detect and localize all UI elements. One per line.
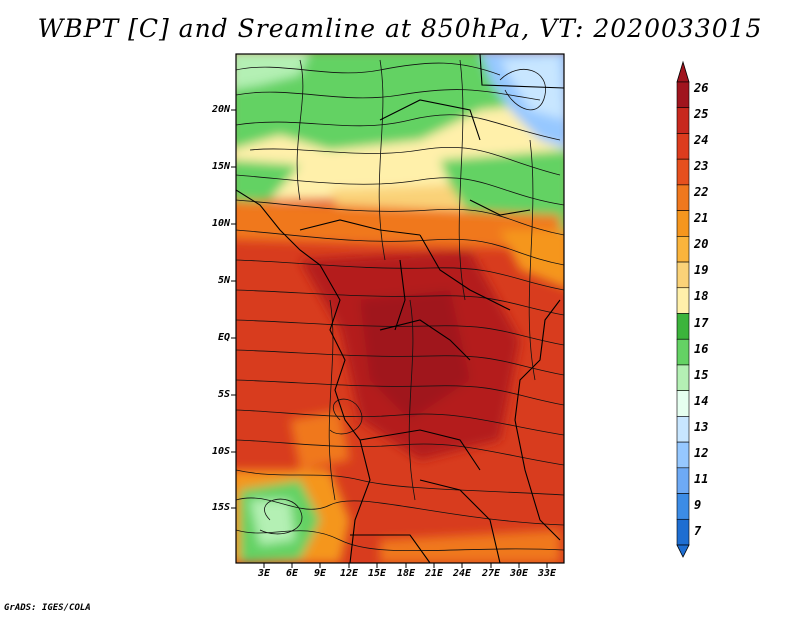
- lat-label: 15S: [211, 502, 230, 513]
- map-title: WBPT [C] and Sreamline at 850hPa, VT: 20…: [37, 14, 763, 43]
- colorbar-segment: [676, 261, 690, 289]
- lon-label: 21E: [424, 568, 444, 579]
- lon-label: 24E: [452, 568, 472, 579]
- colorbar-segment: [676, 184, 690, 211]
- colorbar-label: 19: [694, 263, 709, 278]
- lat-label: 10S: [211, 446, 230, 457]
- colorbar-label: 15: [694, 367, 709, 382]
- colorbar-label: 18: [694, 289, 709, 304]
- colorbar-label: 25: [694, 107, 709, 122]
- streamlines: [236, 59, 564, 552]
- lon-label: 15E: [367, 568, 387, 579]
- colorbar-segment: [676, 441, 690, 469]
- lat-label: 15N: [211, 161, 230, 172]
- colorbar-segment: [676, 313, 690, 340]
- colorbar-segment: [676, 416, 690, 443]
- colorbar-label: 16: [694, 341, 709, 356]
- coastlines-borders: [236, 54, 564, 563]
- lon-label: 18E: [396, 568, 416, 579]
- colorbar-segment: [676, 518, 690, 546]
- lon-label: 6E: [285, 568, 299, 579]
- colorbar-segment: [676, 364, 690, 391]
- lat-label: 20N: [211, 104, 230, 115]
- map-frame: [235, 53, 565, 564]
- colorbar-label: 26: [694, 81, 709, 95]
- footer-credit: GrADS: IGES/COLA: [4, 603, 91, 613]
- colorbar-segment: [676, 210, 690, 237]
- colorbar-segment: [676, 236, 690, 263]
- colorbar-label: 21: [694, 211, 709, 226]
- lat-label: 5N: [217, 275, 230, 286]
- colorbar-segment: [676, 81, 690, 109]
- lon-label: 3E: [257, 568, 271, 579]
- colorbar-label: 23: [694, 159, 709, 174]
- colorbar-label: 11: [694, 471, 709, 486]
- colorbar-label: 9: [694, 497, 702, 512]
- lon-label: 12E: [339, 568, 359, 579]
- colorbar-segment: [676, 107, 690, 134]
- axis-ticks: [231, 109, 548, 568]
- colorbar: [676, 60, 690, 558]
- colorbar-label: 7: [694, 524, 702, 538]
- colorbar-label: 14: [694, 393, 709, 408]
- colorbar-segment: [676, 158, 690, 186]
- lon-label: 27E: [481, 568, 501, 579]
- colorbar-label: 13: [694, 419, 709, 434]
- colorbar-segment: [676, 390, 690, 417]
- colorbar-label: 24: [694, 133, 709, 148]
- colorbar-segment: [676, 133, 690, 160]
- colorbar-top-arrow: [676, 60, 690, 83]
- colorbar-segment: [676, 467, 690, 494]
- colorbar-segment: [676, 493, 690, 520]
- lat-label: 10N: [211, 218, 230, 229]
- colorbar-label: 17: [694, 315, 709, 330]
- colorbar-segment: [676, 338, 690, 366]
- colorbar-bottom-arrow: [676, 544, 690, 558]
- lon-label: 30E: [509, 568, 529, 579]
- colorbar-label: 12: [694, 445, 709, 460]
- lat-label: 5S: [217, 389, 230, 400]
- lon-label: 33E: [537, 568, 557, 579]
- wbpt-field: [236, 54, 564, 563]
- lon-label: 9E: [313, 568, 327, 579]
- colorbar-label: 20: [694, 237, 709, 252]
- colorbar-segment: [676, 287, 690, 314]
- colorbar-label: 22: [694, 185, 709, 200]
- lat-label: EQ: [217, 332, 230, 343]
